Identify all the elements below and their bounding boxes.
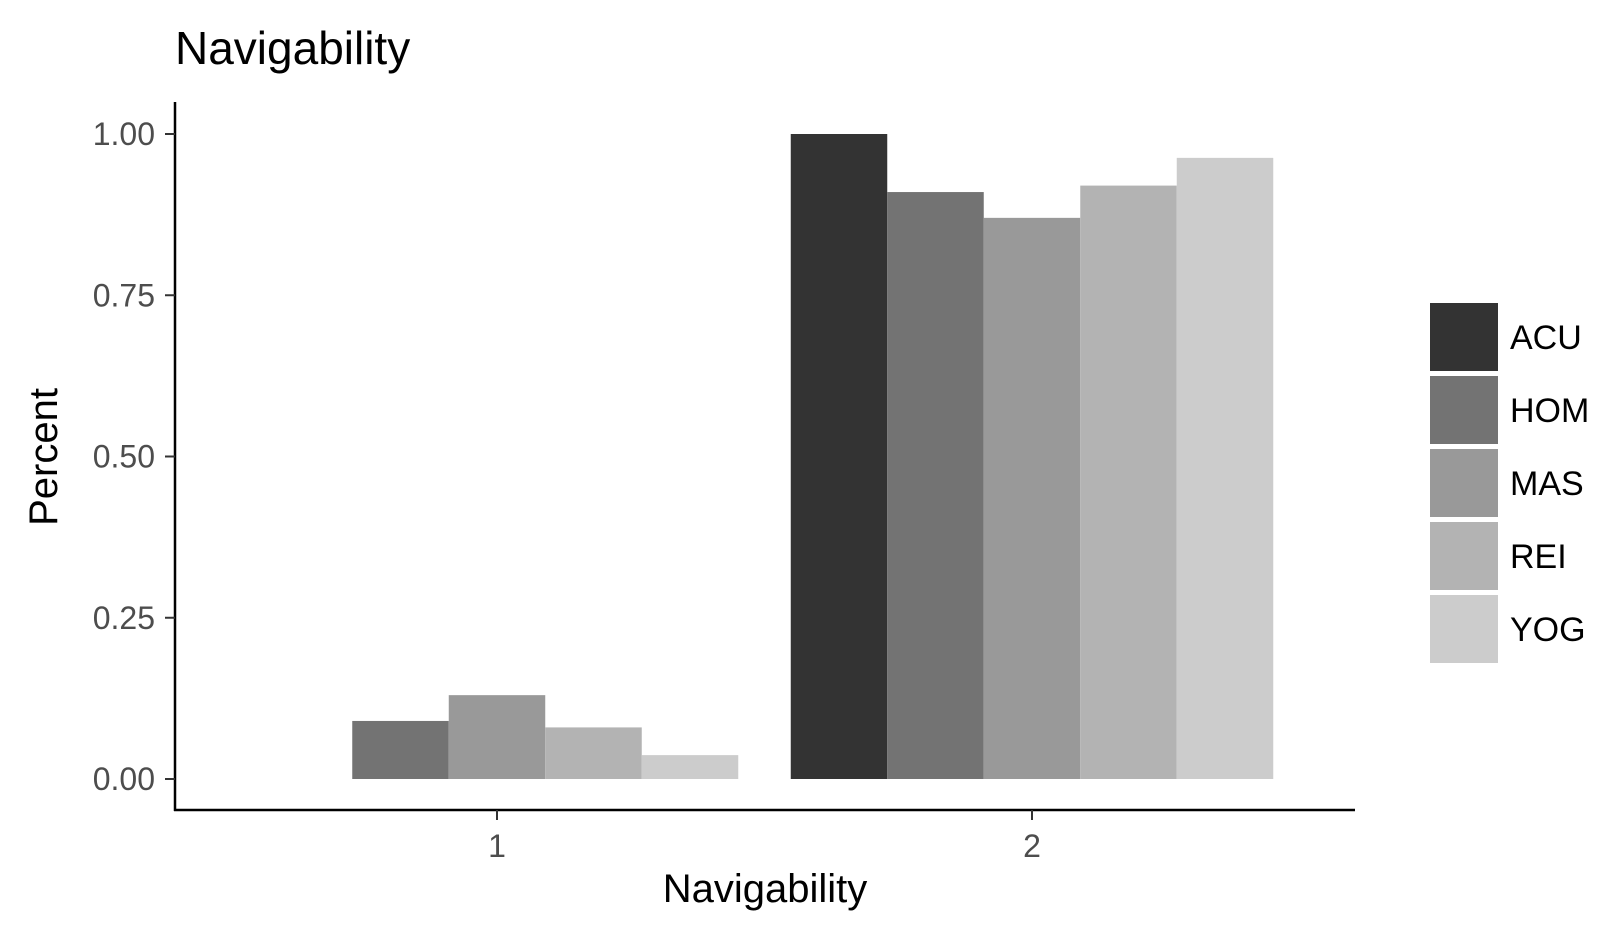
bar-hom-cat-1 [352,720,449,779]
bar-yog-cat-1 [641,755,739,779]
bar-acu-cat-2 [790,134,888,779]
bar-mas-cat-1 [448,695,546,779]
y-tick-label: 0.75 [93,277,155,313]
y-axis-label: Percent [22,388,66,526]
y-tick-label: 0.25 [93,600,155,636]
bar-rei-cat-2 [1080,185,1177,780]
legend-label-hom: HOM [1510,392,1589,430]
y-ticks-group: 0.00 0.25 0.50 0.75 1.00 [93,116,175,797]
legend-label-yog: YOG [1510,611,1586,649]
bar-hom-cat-2 [887,192,984,780]
legend-label-mas: MAS [1510,465,1584,503]
x-axis-label: Navigability [663,867,868,911]
bar-rei-cat-1 [545,727,642,779]
legend-key-mas [1430,449,1498,517]
legend-label-acu: ACU [1510,319,1582,357]
chart-title: Navigability [175,22,410,74]
x-tick-label: 1 [488,828,506,864]
legend-key-rei [1430,522,1498,590]
x-tick-label: 2 [1023,828,1041,864]
y-tick-label: 0.50 [93,439,155,475]
bars-group [352,134,1274,780]
bar-mas-cat-2 [983,217,1081,780]
y-tick-label: 0.00 [93,761,155,797]
legend: ACU HOM MAS REI YOG [1430,303,1589,663]
bar-yog-cat-2 [1176,157,1274,779]
legend-key-yog [1430,595,1498,663]
legend-label-rei: REI [1510,538,1567,576]
legend-key-acu [1430,303,1498,371]
y-tick-label: 1.00 [93,116,155,152]
legend-key-hom [1430,376,1498,444]
